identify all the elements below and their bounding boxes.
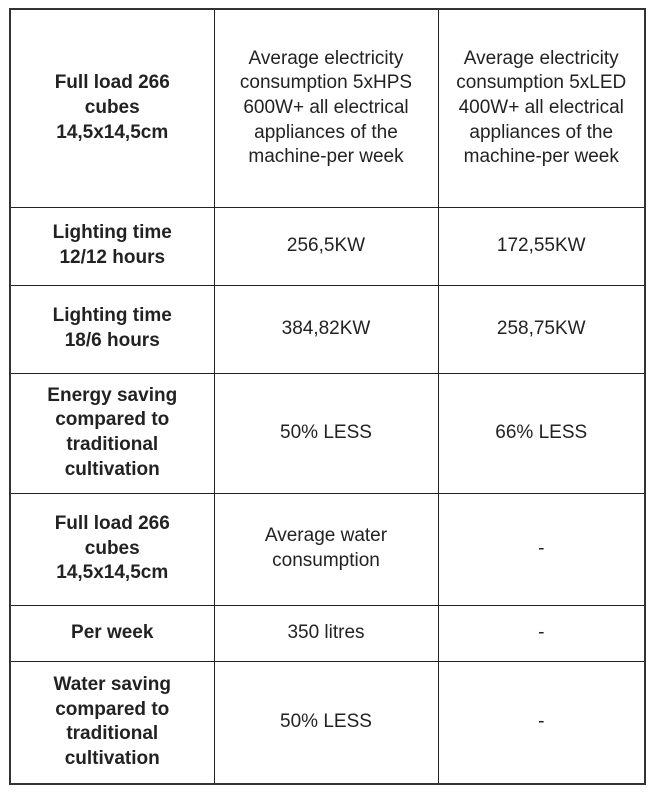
- row-header: Full load 266 cubes 14,5x14,5cm: [9, 8, 215, 208]
- table-cell: -: [437, 604, 646, 662]
- table-row: Full load 266 cubes 14,5x14,5cm Average …: [9, 492, 646, 606]
- table-cell: 50% LESS: [213, 660, 439, 785]
- table-row: Lighting time 18/6 hours 384,82KW 258,75…: [9, 284, 646, 374]
- table-row: Energy saving compared to traditional cu…: [9, 372, 646, 494]
- row-header: Per week: [9, 604, 215, 662]
- table-row: Full load 266 cubes 14,5x14,5cm Average …: [9, 8, 646, 208]
- row-header: Energy saving compared to traditional cu…: [9, 372, 215, 494]
- table-cell: -: [437, 492, 646, 606]
- table-cell: 50% LESS: [213, 372, 439, 494]
- table-row: Per week 350 litres -: [9, 604, 646, 662]
- row-header: Lighting time 18/6 hours: [9, 284, 215, 374]
- table-cell: 66% LESS: [437, 372, 646, 494]
- table-cell: Average water consumption: [213, 492, 439, 606]
- consumption-table: Full load 266 cubes 14,5x14,5cm Average …: [9, 8, 646, 785]
- row-header: Water saving compared to traditional cul…: [9, 660, 215, 785]
- table-cell: 256,5KW: [213, 206, 439, 286]
- table-cell: 384,82KW: [213, 284, 439, 374]
- table-cell: Average electricity consumption 5xLED 40…: [437, 8, 646, 208]
- row-header: Lighting time 12/12 hours: [9, 206, 215, 286]
- table-cell: 350 litres: [213, 604, 439, 662]
- table-row: Lighting time 12/12 hours 256,5KW 172,55…: [9, 206, 646, 286]
- table-row: Water saving compared to traditional cul…: [9, 660, 646, 785]
- table-cell: 172,55KW: [437, 206, 646, 286]
- row-header: Full load 266 cubes 14,5x14,5cm: [9, 492, 215, 606]
- table-cell: Average electricity consumption 5xHPS 60…: [213, 8, 439, 208]
- table-cell: -: [437, 660, 646, 785]
- table-cell: 258,75KW: [437, 284, 646, 374]
